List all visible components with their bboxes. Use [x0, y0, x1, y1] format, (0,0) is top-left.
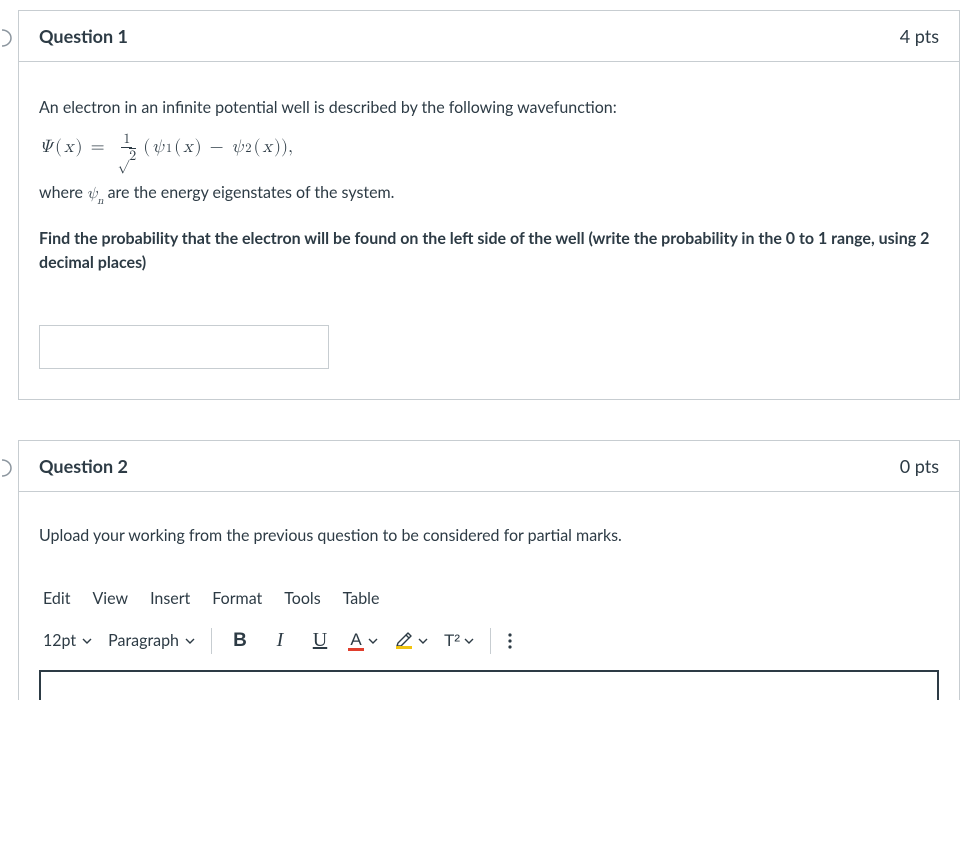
chevron-down-icon [418, 638, 428, 644]
menu-insert[interactable]: Insert [150, 589, 190, 608]
editor-menubar: Edit View Insert Format Tools Table [39, 579, 939, 618]
menu-view[interactable]: View [92, 589, 128, 608]
question-1-title: Question 1 [39, 25, 128, 47]
wavefunction-equation: Ψ(x) = 1√2 (ψ1(x) − ψ2(x)), [39, 132, 939, 163]
superscript-label: T² [444, 631, 460, 651]
where-pre: where [39, 183, 87, 202]
question-1-card: Question 1 4 pts An electron in an infin… [18, 10, 960, 400]
answer-input[interactable] [39, 325, 329, 369]
fontsize-dropdown[interactable]: 12pt [43, 631, 92, 650]
text-color-button[interactable]: A [348, 631, 378, 651]
question-1-intro: An electron in an infinite potential wel… [39, 96, 939, 120]
question-2-text: Upload your working from the previous qu… [39, 526, 939, 545]
question-1-points: 4 pts [900, 25, 939, 47]
chevron-down-icon [464, 638, 474, 644]
chevron-down-icon [368, 638, 378, 644]
toolbar-divider [211, 628, 212, 654]
menu-tools[interactable]: Tools [284, 589, 320, 608]
menu-table[interactable]: Table [343, 589, 380, 608]
more-options-button[interactable] [507, 631, 513, 651]
editor-toolbar: 12pt Paragraph B I U A [39, 618, 939, 668]
menu-format[interactable]: Format [212, 589, 262, 608]
where-line: where ψn are the energy eigenstates of t… [39, 181, 939, 209]
question-2-points: 0 pts [900, 455, 939, 477]
question-marker-2 [0, 456, 14, 480]
question-1-header: Question 1 4 pts [19, 11, 959, 62]
question-2-title: Question 2 [39, 455, 128, 477]
superscript-button[interactable]: T² [444, 631, 474, 651]
menu-edit[interactable]: Edit [43, 589, 70, 608]
kebab-icon [507, 631, 513, 651]
question-1-instruction: Find the probability that the electron w… [39, 227, 939, 275]
rich-text-editor[interactable] [39, 670, 939, 700]
question-2-body: Upload your working from the previous qu… [19, 492, 959, 700]
highlight-color-button[interactable] [394, 629, 428, 653]
question-1-body: An electron in an infinite potential wel… [19, 62, 959, 399]
question-2-header: Question 2 0 pts [19, 441, 959, 492]
paragraph-style-dropdown[interactable]: Paragraph [108, 631, 195, 650]
text-color-label: A [350, 631, 361, 648]
italic-button[interactable]: I [268, 629, 292, 652]
highlighter-icon [394, 629, 414, 653]
paragraph-style-label: Paragraph [108, 631, 179, 650]
fontsize-label: 12pt [43, 631, 76, 650]
chevron-down-icon [82, 638, 92, 644]
question-2-card: Question 2 0 pts Upload your working fro… [18, 440, 960, 700]
chevron-down-icon [185, 638, 195, 644]
toolbar-divider [490, 628, 491, 654]
question-marker-1 [0, 26, 14, 50]
bold-button[interactable]: B [228, 630, 252, 652]
underline-button[interactable]: U [308, 629, 332, 652]
where-post: are the energy eigenstates of the system… [103, 183, 394, 202]
